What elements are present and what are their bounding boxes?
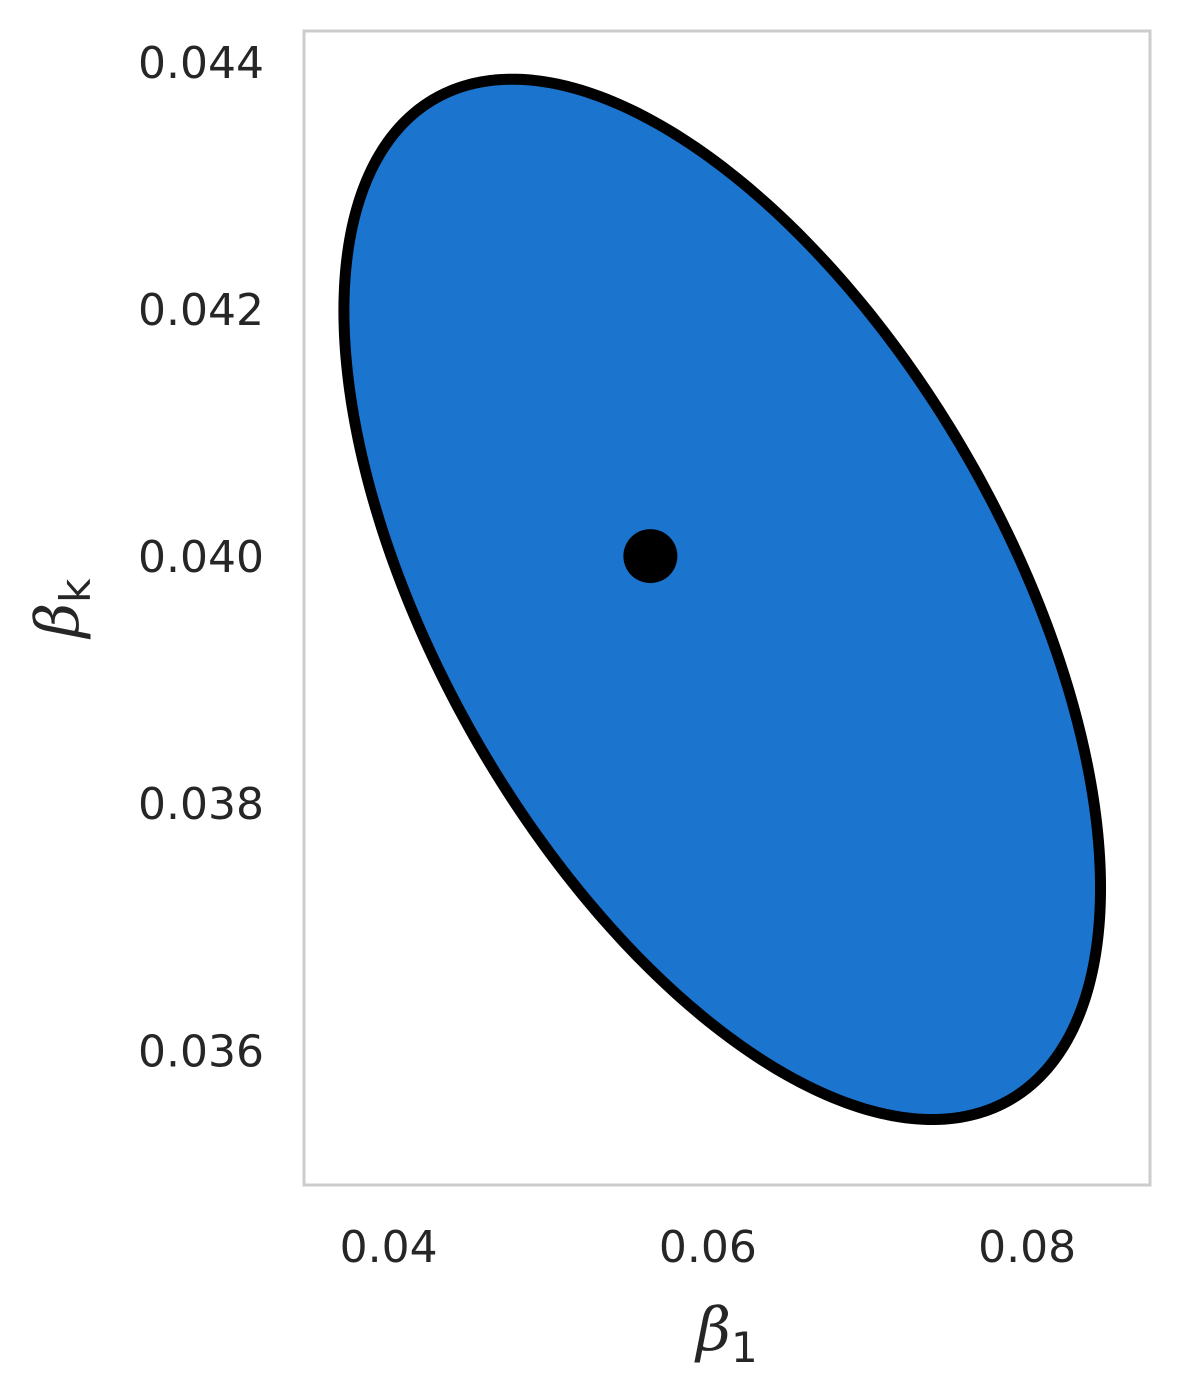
y-axis-label-subscript: k — [51, 578, 100, 603]
y-tick-label: 0.036 — [138, 1026, 264, 1077]
x-axis-label-subscript: 1 — [731, 1323, 758, 1372]
y-tick-label: 0.044 — [138, 38, 264, 89]
x-axis-label: β1 — [694, 1295, 757, 1372]
x-tick-label: 0.06 — [659, 1222, 757, 1273]
y-tick-label: 0.042 — [138, 285, 264, 336]
estimate-point — [623, 529, 678, 584]
y-axis-ticks: 0.036 0.038 0.040 0.042 0.044 — [138, 38, 264, 1077]
confidence-ellipse — [338, 73, 1107, 1126]
y-tick-label: 0.040 — [138, 532, 264, 583]
plot-area — [338, 73, 1107, 1126]
plot-frame — [302, 29, 1152, 1187]
x-axis-label-base: β — [694, 1295, 731, 1365]
x-tick-label: 0.08 — [978, 1222, 1076, 1273]
y-axis-label-base: β — [23, 603, 93, 640]
x-axis-ticks: 0.04 0.06 0.08 — [340, 1222, 1076, 1273]
y-tick-label: 0.038 — [138, 779, 264, 830]
x-tick-label: 0.04 — [340, 1222, 438, 1273]
y-axis-label: βk — [23, 578, 100, 640]
